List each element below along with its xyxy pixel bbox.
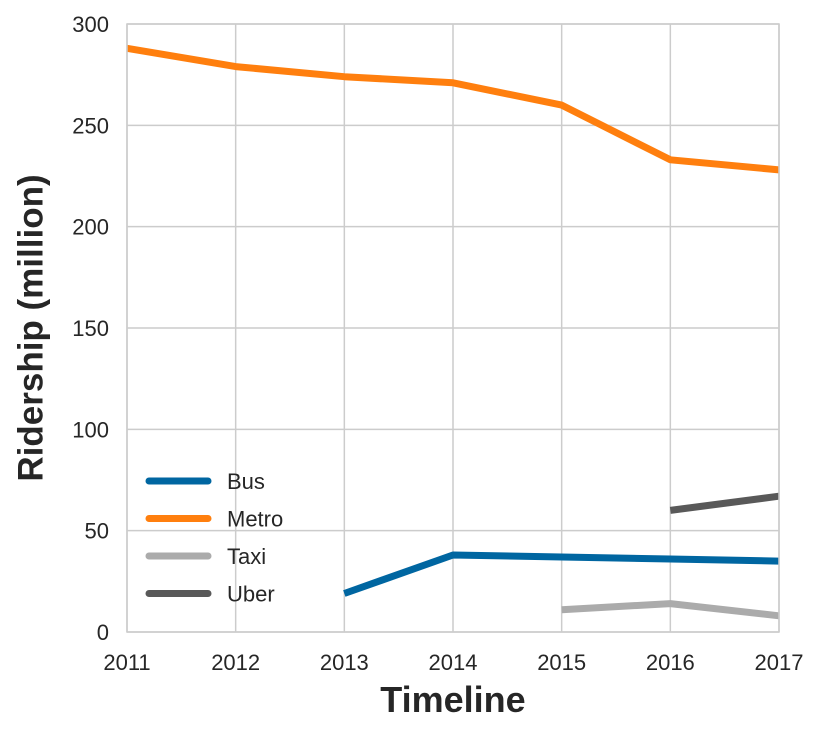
plot-border [126,23,780,633]
y-tick-label: 200 [72,215,109,240]
y-tick-label: 50 [85,519,109,544]
x-tick-label: 2012 [211,650,260,675]
y-axis-title: Ridership (million) [11,174,50,481]
y-tick-label: 0 [97,620,109,645]
series-line-metro [126,44,780,174]
grid-lines [126,23,780,633]
legend-label-metro: Metro [227,507,283,532]
y-tick-labels: 0 50 100 150 200 250 300 [72,12,109,645]
legend-label-bus: Bus [227,469,265,494]
x-tick-label: 2017 [755,650,804,675]
y-tick-label: 150 [72,316,109,341]
x-axis-title: Timeline [380,679,525,720]
x-tick-label: 2016 [646,650,695,675]
legend: Bus Metro Taxi Uber [145,469,283,607]
x-tick-labels: 2011 2012 2013 2014 2015 2016 2017 [103,650,803,675]
x-tick-label: 2015 [537,650,586,675]
legend-label-uber: Uber [227,582,275,607]
series-line-uber [669,492,780,514]
series-line-bus [343,551,780,597]
series-lines [126,44,780,620]
x-tick-label: 2014 [429,650,478,675]
legend-label-taxi: Taxi [227,544,266,569]
x-tick-label: 2011 [103,650,150,675]
x-tick-label: 2013 [320,650,369,675]
y-tick-label: 300 [72,12,109,37]
series-line-taxi [561,600,780,620]
y-tick-label: 100 [72,417,109,442]
y-tick-label: 250 [72,113,109,138]
